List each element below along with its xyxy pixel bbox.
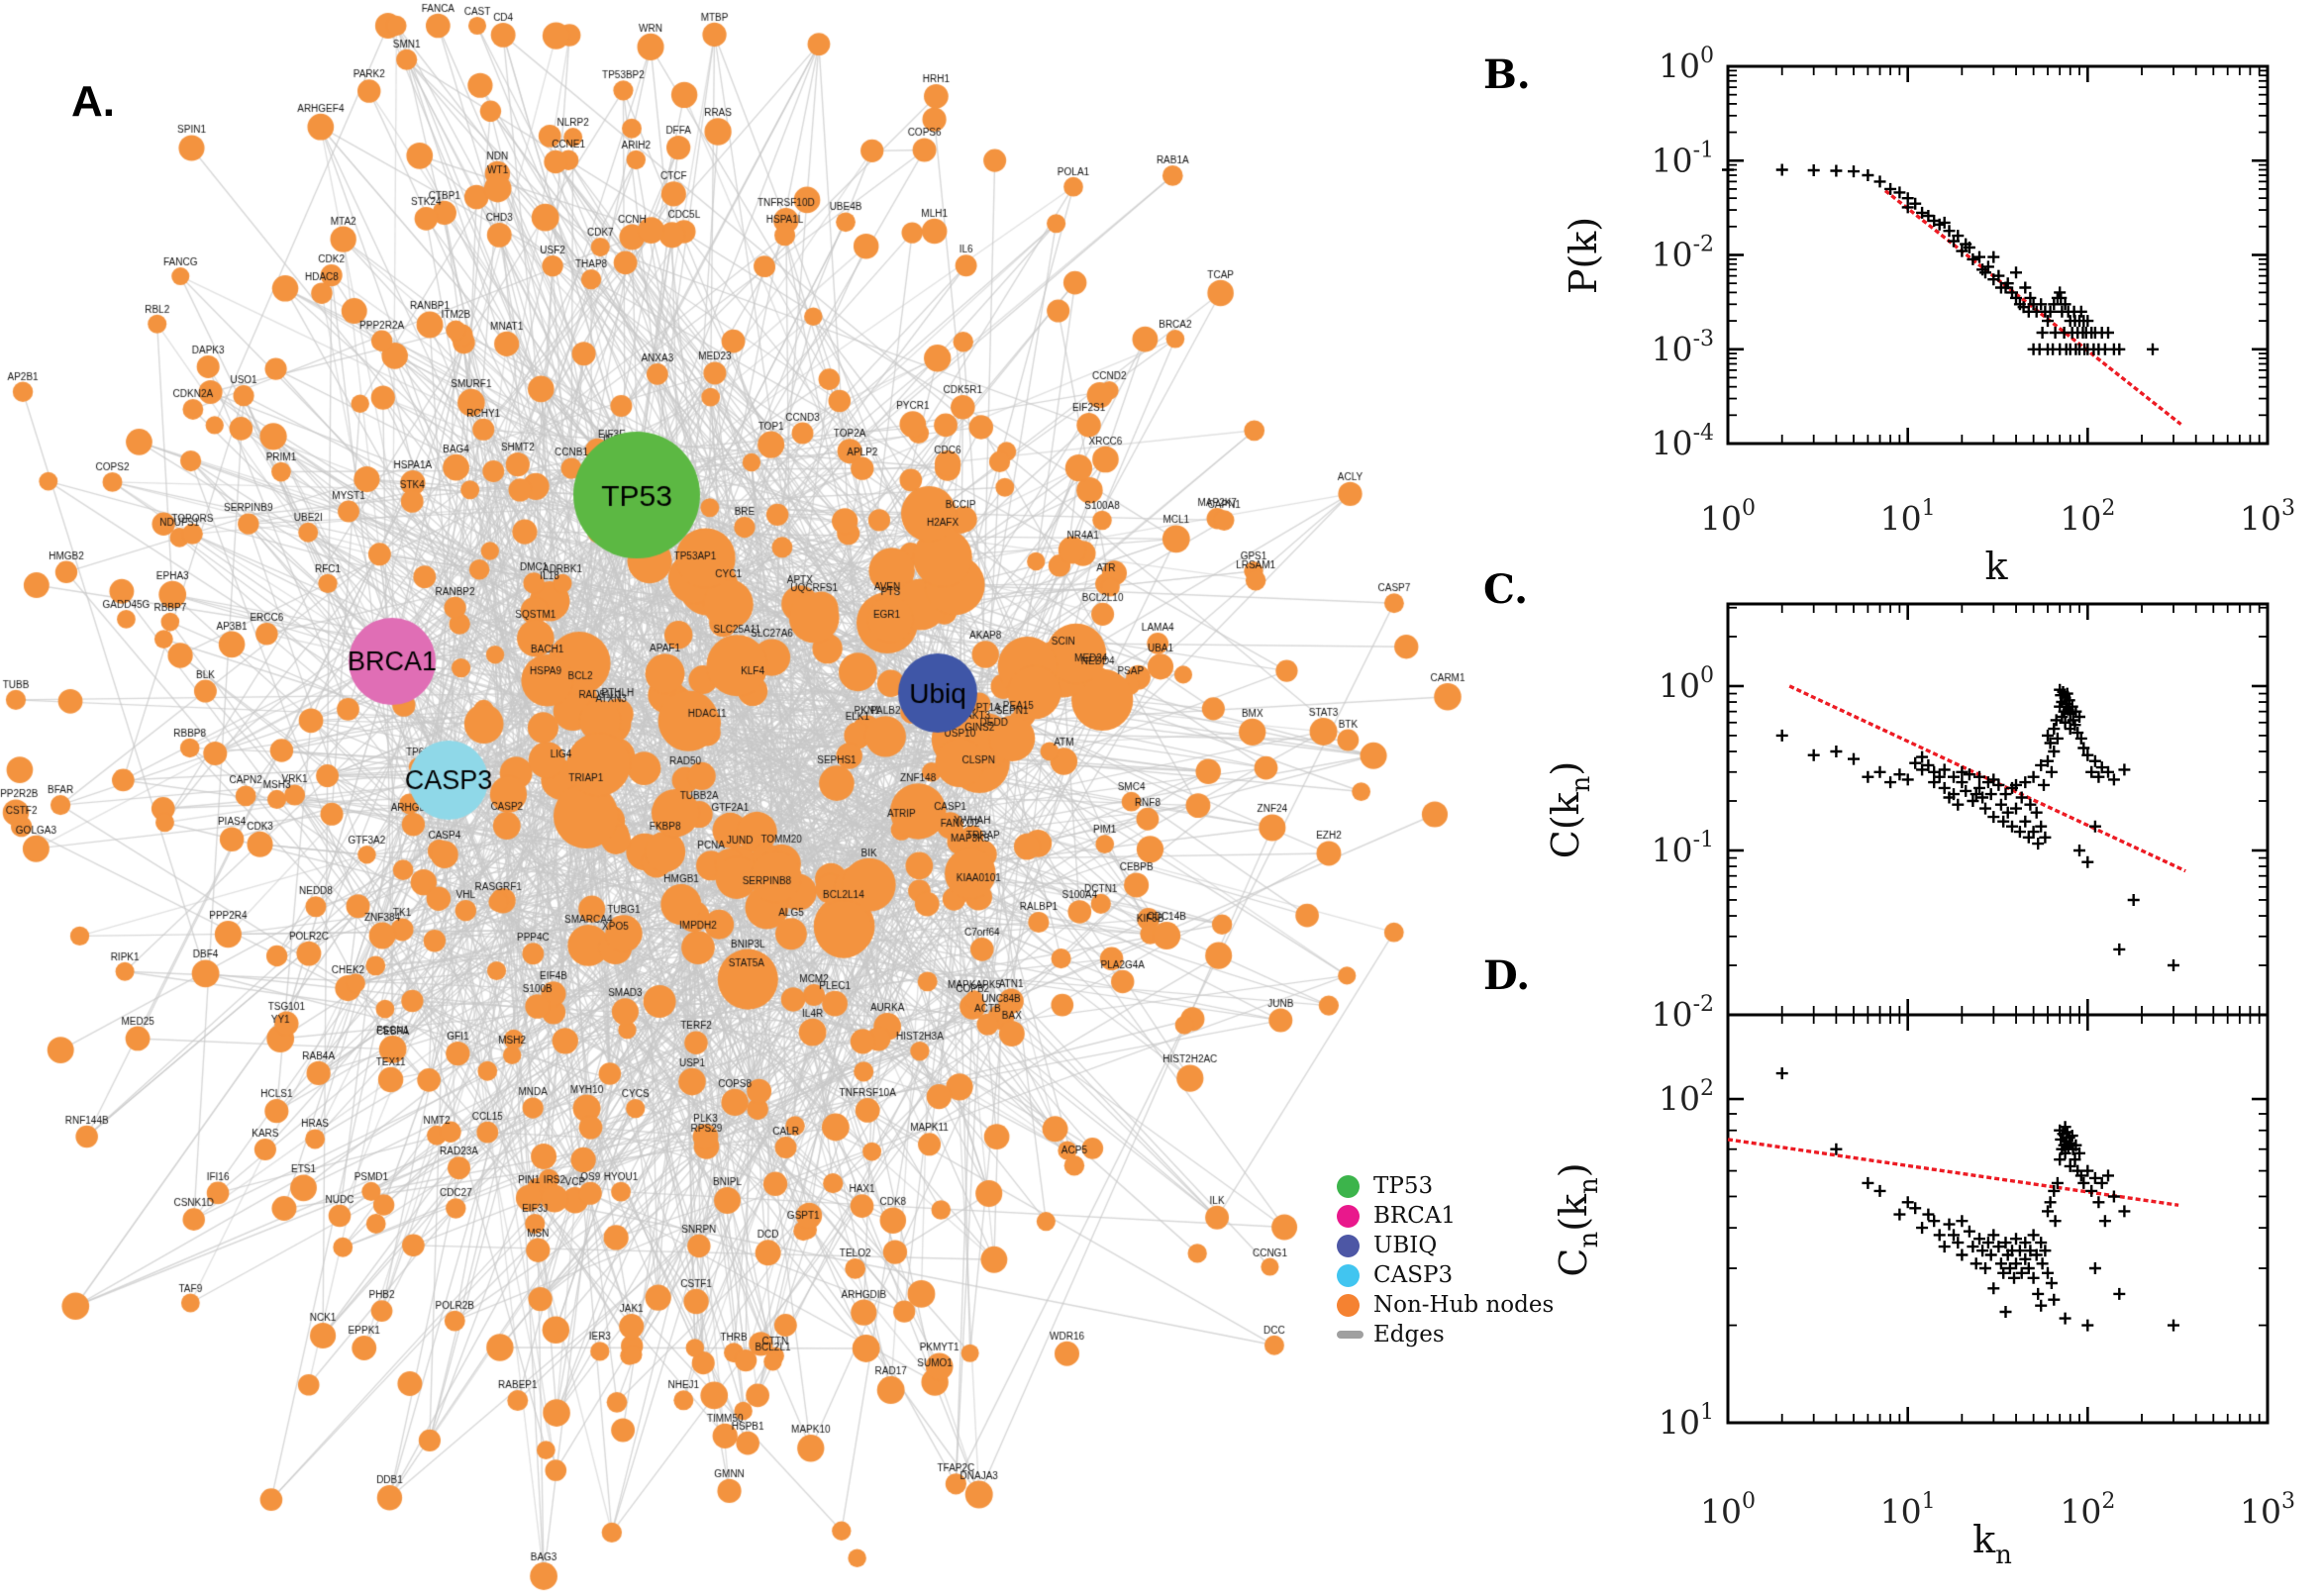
svg-text:10-2: 10-2: [1652, 992, 1714, 1034]
svg-text:10-2: 10-2: [1652, 233, 1714, 274]
svg-text:10-1: 10-1: [1652, 828, 1714, 869]
legend-label: CASP3: [1373, 1262, 1454, 1288]
legend-label: UBIQ: [1373, 1233, 1438, 1258]
panel-c-label: C.: [1483, 566, 1529, 613]
legend-label: TP53: [1373, 1173, 1434, 1199]
legend-item-casp3: CASP3: [1337, 1260, 1554, 1290]
svg-text:10-4: 10-4: [1652, 421, 1714, 462]
legend-item-brca1: BRCA1: [1337, 1201, 1554, 1231]
svg-text:102: 102: [2060, 496, 2115, 538]
panel-d-label: D.: [1483, 952, 1531, 999]
panel-a-label: A.: [71, 77, 115, 126]
svg-text:kn: kn: [1972, 1518, 2012, 1570]
svg-text:101: 101: [1880, 496, 1936, 538]
svg-text:101: 101: [1880, 1489, 1936, 1531]
legend: TP53 BRCA1 UBIQ CASP3 Non-Hub nodes Edge…: [1337, 1171, 1554, 1349]
svg-text:Cn(kn): Cn(kn): [1552, 1162, 1604, 1276]
brca1-swatch-icon: [1337, 1204, 1360, 1228]
svg-text:10-3: 10-3: [1652, 327, 1714, 368]
legend-item-nonhub: Non-Hub nodes: [1337, 1290, 1554, 1320]
edge-swatch-icon: [1337, 1331, 1364, 1339]
svg-text:100: 100: [1659, 663, 1714, 705]
svg-text:k: k: [1984, 545, 2008, 588]
svg-text:101: 101: [1659, 1400, 1714, 1442]
casp3-swatch-icon: [1337, 1263, 1360, 1287]
network-canvas: [0, 0, 1485, 1596]
legend-label: BRCA1: [1373, 1203, 1457, 1229]
svg-text:103: 103: [2240, 1489, 2295, 1531]
nonhub-swatch-icon: [1337, 1293, 1360, 1317]
svg-text:P(k): P(k): [1562, 217, 1605, 294]
svg-text:10-1: 10-1: [1652, 138, 1714, 179]
log-log-plots: 100 101 102 103 100 10-1 10-2 10-3 10-4 P(k) k 100 1…: [1544, 44, 2295, 1570]
legend-label: Non-Hub nodes: [1373, 1292, 1555, 1318]
svg-text:100: 100: [1700, 496, 1756, 538]
legend-label: Edges: [1373, 1322, 1445, 1347]
panel-b-label: B.: [1483, 51, 1531, 98]
ubiq-swatch-icon: [1337, 1234, 1360, 1257]
svg-text:102: 102: [1659, 1076, 1714, 1118]
legend-item-ubiq: UBIQ: [1337, 1231, 1554, 1260]
legend-item-edges: Edges: [1337, 1320, 1554, 1349]
svg-text:C(kn): C(kn): [1544, 761, 1596, 859]
svg-text:100: 100: [1659, 44, 1714, 85]
svg-text:102: 102: [2060, 1489, 2115, 1531]
legend-item-tp53: TP53: [1337, 1171, 1554, 1201]
svg-text:100: 100: [1700, 1489, 1756, 1531]
tp53-swatch-icon: [1337, 1174, 1360, 1198]
svg-text:103: 103: [2240, 496, 2295, 538]
